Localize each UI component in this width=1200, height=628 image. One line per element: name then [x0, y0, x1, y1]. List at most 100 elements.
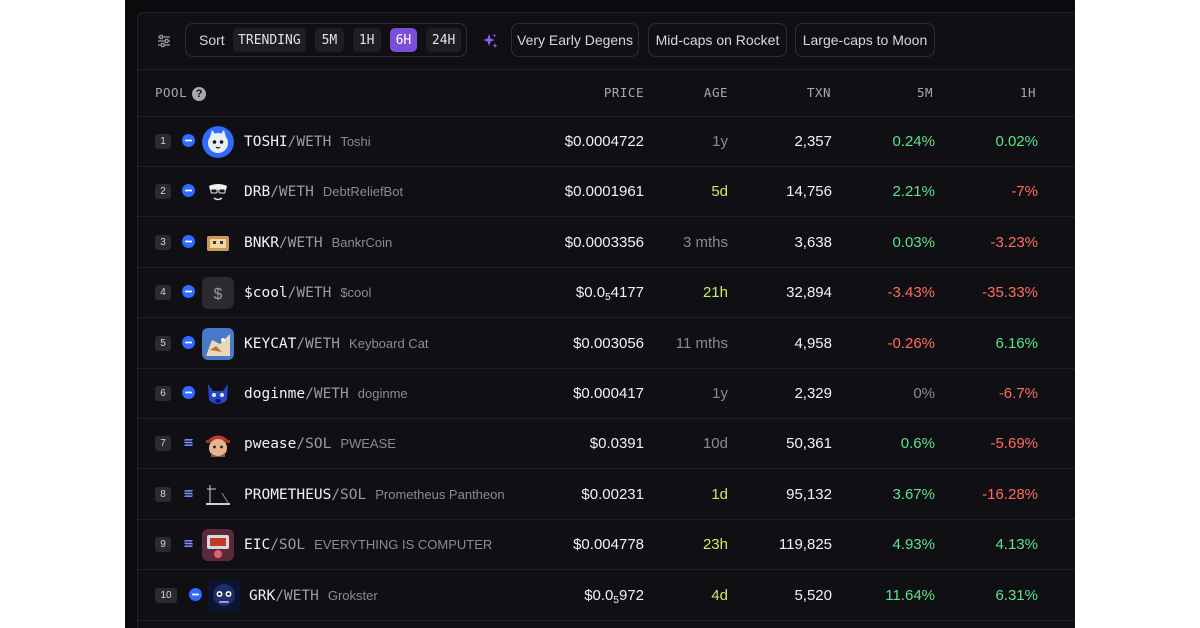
- price-value: $0.0004722: [564, 133, 644, 150]
- token-name: $cool: [340, 285, 372, 301]
- token-name: Toshi: [340, 134, 371, 149]
- change-1h: 4.13%: [995, 536, 1038, 554]
- pair-base-symbol: pwease: [244, 436, 297, 453]
- table-row[interactable]: 9 EIC/SOL EVERYTHING IS COMPUTER $0.004778 2…: [138, 520, 1075, 571]
- pool-pair[interactable]: doginme/WETH doginme: [244, 369, 408, 419]
- change-1h: -35.33%: [982, 284, 1038, 302]
- pool-pair[interactable]: pwease/SOL PWEASE: [244, 419, 396, 469]
- sparkle-icon[interactable]: [481, 32, 499, 50]
- column-txn[interactable]: TXN: [806, 85, 831, 100]
- table-row[interactable]: 10 GRK/WETH Grokster $0.05972 4d 5,520 11.64% 6…: [138, 571, 1075, 621]
- base-chain-icon: [182, 335, 195, 354]
- tab-5m[interactable]: 5M: [315, 28, 344, 52]
- price-value: $0.003056: [573, 334, 644, 352]
- change-5m: 2.21%: [892, 183, 935, 201]
- pool-pair[interactable]: KEYCAT/WETH Keyboard Cat: [244, 319, 429, 369]
- grokster-avatar: [208, 579, 240, 612]
- pair-quote-symbol: /WETH: [278, 234, 323, 251]
- txn-count: 4,958: [794, 334, 832, 352]
- token-name: Keyboard Cat: [349, 335, 429, 351]
- column-5m[interactable]: 5M: [916, 85, 933, 100]
- rank-badge: 7: [155, 436, 171, 452]
- txn-count: 50,361: [786, 435, 832, 453]
- age-value: 3 mths: [682, 233, 728, 251]
- svg-text:$: $: [214, 286, 223, 303]
- pair-base-symbol: doginme: [244, 386, 306, 402]
- age-value: 4d: [711, 586, 728, 604]
- age-value: 21h: [702, 284, 728, 302]
- rank-badge: 4: [155, 285, 171, 301]
- token-name: DebtReliefBot: [322, 184, 404, 200]
- table-row[interactable]: 1 TOSHI/WETH Toshi $0.0004722 1y 2,357 0.24% 0.…: [138, 117, 1075, 167]
- pool-pair[interactable]: BNKR/WETH BankrCoin: [244, 218, 392, 268]
- token-name: Grokster: [327, 587, 378, 603]
- toshi-cat-avatar: [202, 126, 234, 158]
- pair-base-symbol: $cool: [244, 285, 288, 302]
- change-5m: 0.03%: [892, 233, 935, 251]
- table-row[interactable]: 6 doginme/WETH doginme $0.000417 1y 2,329 0% -6…: [138, 369, 1075, 419]
- column-price[interactable]: PRICE: [603, 85, 644, 100]
- help-icon[interactable]: ?: [192, 86, 207, 101]
- pool-pair[interactable]: EIC/SOL EVERYTHING IS COMPUTER: [244, 520, 492, 570]
- table-row[interactable]: 3 BNKR/WETH BankrCoin $0.0003356 3 mths 3,638…: [138, 218, 1075, 268]
- pool-pair[interactable]: GRK/WETH Grokster: [249, 571, 378, 621]
- pool-pair[interactable]: $cool/WETH $cool: [244, 268, 371, 318]
- age-value: 1y: [712, 385, 728, 402]
- change-1h: -7%: [1011, 183, 1038, 201]
- token-name: doginme: [357, 386, 408, 401]
- solana-chain-icon: [182, 487, 195, 505]
- age-value: 1y: [712, 133, 728, 150]
- dollar-sign-avatar: $: [202, 277, 234, 310]
- price-zero-count: 5: [605, 292, 611, 304]
- table-row[interactable]: 2 DRB/WETH DebtReliefBot $0.0001961 5d 14,756…: [138, 167, 1075, 218]
- table-row[interactable]: 7 pwease/SOL PWEASE $0.0391 10d 50,361 0.6% -5.…: [138, 419, 1075, 470]
- pool-pair[interactable]: PROMETHEUS/SOL Prometheus Pantheon: [244, 470, 505, 520]
- price-value: $0.00231: [581, 485, 644, 503]
- pair-base-symbol: KEYCAT: [244, 335, 297, 352]
- base-chain-icon: [182, 386, 195, 404]
- txn-count: 32,894: [786, 284, 832, 302]
- pair-quote-symbol: /WETH: [287, 285, 332, 302]
- preset-mid-caps-on-rocket[interactable]: Mid-caps on Rocket: [648, 23, 787, 57]
- tab-6h[interactable]: 6H: [389, 28, 418, 52]
- change-5m: 4.93%: [892, 536, 935, 554]
- preset-large-caps-to-moon[interactable]: Large-caps to Moon: [795, 23, 935, 57]
- rank-badge: 8: [155, 486, 171, 502]
- preset-very-early-degens[interactable]: Very Early Degens: [511, 23, 639, 57]
- txn-count: 5,520: [794, 586, 832, 604]
- pair-base-symbol: GRK: [249, 587, 276, 604]
- token-name: PWEASE: [340, 436, 396, 452]
- rank-badge: 3: [155, 234, 171, 250]
- filter-sliders-icon[interactable]: [156, 33, 172, 49]
- age-value: 11 mths: [675, 334, 728, 352]
- change-5m: 11.64%: [885, 586, 935, 604]
- rank-badge: 6: [155, 386, 171, 401]
- pair-quote-symbol: /WETH: [305, 386, 349, 402]
- pool-pair[interactable]: DRB/WETH DebtReliefBot: [244, 167, 403, 217]
- doginme-avatar: [202, 378, 234, 410]
- column-pool[interactable]: POOL?: [155, 70, 207, 116]
- change-1h: 6.31%: [995, 586, 1038, 604]
- txn-count: 2,357: [794, 133, 832, 150]
- pwease-avatar: [202, 428, 234, 461]
- sort-group: Sort TRENDING 5M 1H 6H 24H: [185, 23, 467, 57]
- token-name: BankrCoin: [331, 234, 393, 250]
- pool-pair[interactable]: TOSHI/WETH Toshi: [244, 117, 371, 167]
- change-5m: 3.67%: [892, 485, 935, 503]
- table-row[interactable]: 8 PROMETHEUS/SOL Prometheus Pantheon $0.002…: [138, 470, 1075, 520]
- price-value: $0.0391: [589, 435, 644, 453]
- toolbar: Sort TRENDING 5M 1H 6H 24H Very Early De…: [138, 13, 1075, 69]
- table-row[interactable]: 4 $ $cool/WETH $cool $0.054177 21h 32,894 -3.43…: [138, 268, 1075, 319]
- table-row[interactable]: 5 KEYCAT/WETH Keyboard Cat $0.003056 11 mths…: [138, 319, 1075, 369]
- column-age[interactable]: AGE: [703, 85, 728, 100]
- token-name: EVERYTHING IS COMPUTER: [314, 537, 493, 553]
- tab-trending[interactable]: TRENDING: [232, 28, 307, 52]
- change-1h: 0.02%: [995, 133, 1038, 150]
- column-1h[interactable]: 1H: [1019, 85, 1036, 100]
- tab-1h[interactable]: 1H: [352, 28, 381, 52]
- change-1h: -16.28%: [982, 485, 1038, 503]
- change-5m: -3.43%: [887, 284, 935, 302]
- tab-24h[interactable]: 24H: [426, 28, 461, 52]
- price-value: $0.054177: [575, 284, 644, 304]
- pair-base-symbol: TOSHI: [244, 134, 288, 150]
